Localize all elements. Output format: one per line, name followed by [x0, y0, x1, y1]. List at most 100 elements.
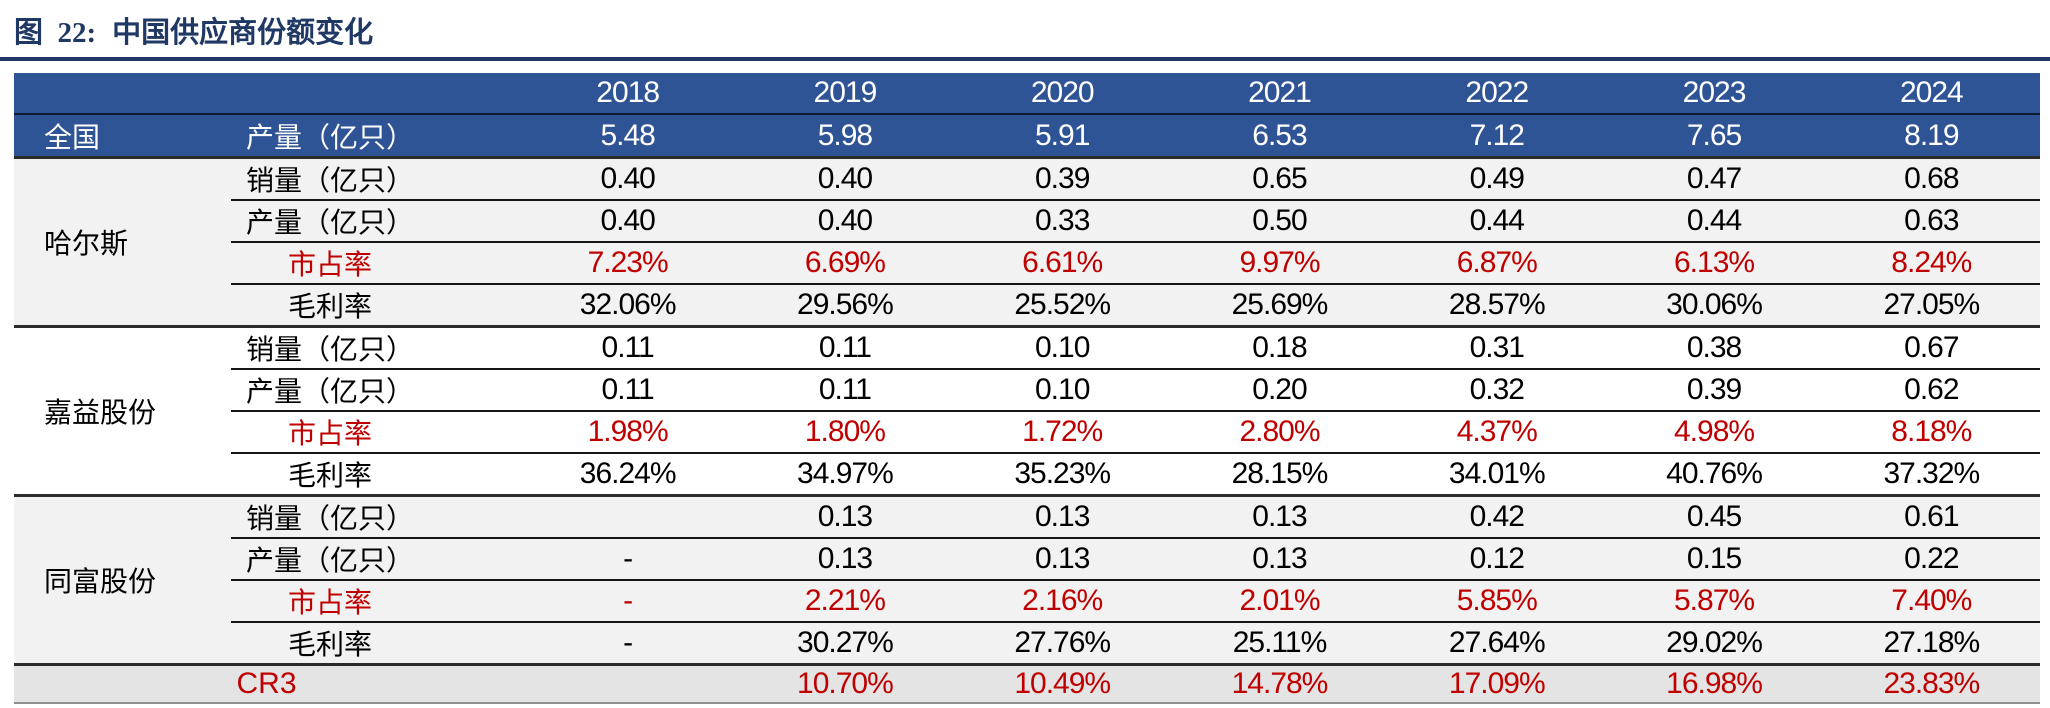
- table-row: 产量（亿只） 0.40 0.40 0.33 0.50 0.44 0.44 0.6…: [14, 200, 2040, 243]
- value-cell: 0.40: [519, 157, 737, 201]
- value-cell: 27.76%: [953, 622, 1171, 665]
- cr3-row: CR3 10.70% 10.49% 14.78% 17.09% 16.98% 2…: [14, 664, 2040, 703]
- value-cell: 0.10: [953, 369, 1171, 412]
- value-cell: 0.12: [1388, 538, 1606, 581]
- value-cell: 0.50: [1170, 200, 1389, 243]
- value-cell: 0.15: [1605, 538, 1823, 581]
- value-cell: 6.69%: [736, 242, 954, 285]
- value-cell: 5.91: [953, 114, 1171, 158]
- row-label-cell: 毛利率: [231, 284, 519, 327]
- value-cell: 0.13: [953, 495, 1171, 539]
- value-cell: 10.49%: [953, 664, 1171, 703]
- value-cell: 8.24%: [1822, 242, 2040, 285]
- figure-number-label: 图 22:: [14, 17, 97, 49]
- value-cell: 0.32: [1388, 369, 1606, 412]
- year-header-row: 2018 2019 2020 2021 2022 2023 2024: [14, 73, 2040, 114]
- table-row: 同富股份 销量（亿只） 0.13 0.13 0.13 0.42 0.45 0.6…: [14, 495, 2040, 665]
- value-cell: 27.64%: [1388, 622, 1606, 665]
- value-cell: 7.40%: [1822, 580, 2040, 623]
- value-cell: 37.32%: [1883, 457, 1980, 490]
- table-row: 产量（亿只） - 0.13 0.13 0.13 0.12 0.15 0.22: [14, 538, 2040, 581]
- value-cell: 6.53: [1170, 114, 1389, 158]
- value-cell: 0.45: [1605, 495, 1823, 539]
- value-cell: 0.13: [953, 538, 1171, 581]
- value-cell: 0.62: [1822, 369, 2040, 412]
- table-row: 嘉益股份 销量（亿只） 0.11 0.11 0.10 0.18 0.31 0.3…: [14, 326, 2040, 429]
- value-cell: 0.40: [519, 200, 737, 243]
- value-cell: 0.68: [1822, 157, 2040, 201]
- value-cell: 0.10: [953, 326, 1171, 370]
- value-cell: 1.80%: [736, 411, 954, 454]
- value-cell: 30.06%: [1605, 284, 1823, 327]
- value-cell: 32.06%: [519, 284, 737, 327]
- value-cell: 0.42: [1388, 495, 1606, 539]
- value-cell: 0.31: [1388, 326, 1606, 370]
- value-cell: 0.39: [953, 157, 1171, 201]
- value-cell: 2.16%: [953, 580, 1171, 623]
- value-cell: 35.23%: [1014, 457, 1111, 490]
- header-blank-cell: [14, 73, 519, 114]
- table-row: 毛利率 - 30.27% 27.76% 25.11% 27.64% 29.02%…: [14, 622, 2040, 665]
- value-cell: 0.44: [1388, 200, 1606, 243]
- value-cell: 16.98%: [1605, 664, 1823, 703]
- value-cell: 14.78%: [1170, 664, 1389, 703]
- table-row: 市占率 - 2.21% 2.16% 2.01% 5.85% 5.87% 7.40…: [14, 580, 2040, 623]
- value-cell: 27.05%: [1822, 284, 2040, 327]
- value-cell: 8.19: [1822, 114, 2040, 158]
- table-row: 产量（亿只） 0.11 0.11 0.10 0.20 0.32 0.39 0.6…: [14, 369, 2040, 412]
- value-cell: 1.98%: [519, 411, 737, 454]
- value-cell: 9.97%: [1170, 242, 1389, 285]
- value-cell: 6.13%: [1605, 242, 1823, 285]
- value-cell: 2.01%: [1170, 580, 1389, 623]
- value-cell: 0.11: [736, 369, 954, 412]
- group-name-cell: 全国: [14, 114, 231, 158]
- value-cell: 36.24%: [579, 457, 677, 490]
- row-label-cell: 销量（亿只）: [231, 495, 519, 539]
- value-cell: 4.98%: [1605, 411, 1823, 454]
- value-cell: 0.13: [1170, 538, 1389, 581]
- year-header-cell: 2022: [1388, 73, 1606, 114]
- value-cell: 0.22: [1822, 538, 2040, 581]
- value-cell: 5.48: [519, 114, 737, 158]
- value-cell: 5.98: [736, 114, 954, 158]
- value-cell: -: [519, 538, 737, 581]
- value-cell: 7.65: [1605, 114, 1823, 158]
- company-group: 嘉益股份 销量（亿只） 0.11 0.11 0.10 0.18 0.31 0.3…: [14, 326, 2040, 496]
- value-cell: [519, 495, 737, 539]
- supplier-share-table: 2018 2019 2020 2021 2022 2023 2024 全国 产量…: [14, 73, 2040, 704]
- value-cell: -: [519, 580, 737, 623]
- row-label-cell: 销量（亿只）: [231, 326, 519, 370]
- value-cell: 0.11: [736, 326, 954, 370]
- row-label-cell: 销量（亿只）: [231, 157, 519, 201]
- table-row: 市占率 1.98% 1.80% 1.72% 2.80% 4.37% 4.98% …: [14, 411, 2040, 454]
- cr3-row-group: CR3 10.70% 10.49% 14.78% 17.09% 16.98% 2…: [14, 664, 2040, 703]
- value-cell: 10.70%: [736, 664, 954, 703]
- value-cell: 0.65: [1170, 157, 1389, 201]
- figure-title: 图 22: 中国供应商份额变化: [0, 0, 2050, 51]
- value-cell: 2.21%: [736, 580, 954, 623]
- value-cell: 6.61%: [953, 242, 1171, 285]
- table-row: 毛利率 36.24% 34.97% 35.23% 28.15% 34.01% 4…: [14, 453, 2040, 496]
- value-cell: 28.57%: [1388, 284, 1606, 327]
- value-cell: 34.97%: [797, 457, 894, 490]
- year-header-cell: 2020: [953, 73, 1171, 114]
- table-row: 市占率 7.23% 6.69% 6.61% 9.97% 6.87% 6.13% …: [14, 242, 2040, 285]
- value-cell: 6.87%: [1388, 242, 1606, 285]
- figure-title-text: 中国供应商份额变化: [112, 17, 374, 49]
- row-label-cell: 市占率: [231, 411, 519, 454]
- table-row: 哈尔斯 销量（亿只） 0.40 0.40 0.39 0.65 0.49 0.47…: [14, 157, 2040, 327]
- row-label-cell: 毛利率: [287, 461, 372, 492]
- value-cell: 2.80%: [1170, 411, 1389, 454]
- value-cell: 0.63: [1822, 200, 2040, 243]
- cr3-label-cell: CR3: [14, 664, 519, 703]
- value-cell: 0.11: [519, 326, 737, 370]
- company-group: 同富股份 销量（亿只） 0.13 0.13 0.13 0.42 0.45 0.6…: [14, 495, 2040, 665]
- value-cell: 0.11: [519, 369, 737, 412]
- value-cell: 0.67: [1822, 326, 2040, 370]
- value-cell: 29.02%: [1605, 622, 1823, 665]
- value-cell: 0.39: [1605, 369, 1823, 412]
- national-row: 全国 产量（亿只） 5.48 5.98 5.91 6.53 7.12 7.65 …: [14, 114, 2040, 158]
- value-cell: 0.49: [1388, 157, 1606, 201]
- value-cell: 23.83%: [1822, 664, 2040, 703]
